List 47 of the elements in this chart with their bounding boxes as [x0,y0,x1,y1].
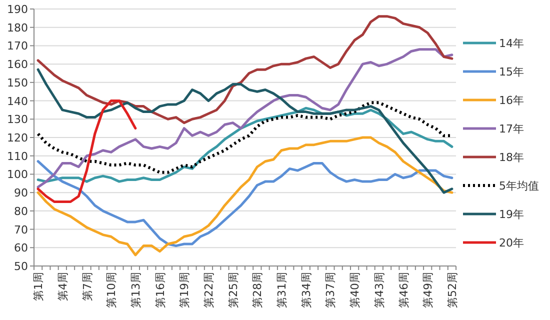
y-tick-label: 130 [7,113,28,126]
y-tick-label: 60 [14,242,28,255]
x-tick-label: 第37周 [324,272,338,308]
x-tick-label: 第10周 [105,272,118,308]
line-series [36,100,137,203]
legend-label: 20年 [499,236,524,250]
y-tick-label: 140 [7,94,28,108]
legend-label: 19年 [499,208,524,221]
y-tick-label: 180 [7,21,28,34]
legend-label: 17年 [499,122,524,136]
x-tick-label: 第16周 [154,272,167,308]
x-tick-label: 第28周 [251,272,264,308]
line-series [36,68,454,194]
x-tick-label: 第7周 [80,272,94,301]
y-tick-label: 170 [7,40,28,53]
line-series [36,136,454,256]
x-tick-label: 第25周 [226,272,240,308]
x-tick-label: 第34周 [300,272,313,308]
x-tick-label: 第52周 [446,272,459,308]
legend-label: 16年 [499,94,524,107]
x-tick-label: 第19周 [178,272,192,308]
x-tick-label: 第40周 [348,272,362,308]
x-tick-label: 第4周 [56,272,70,301]
legend-label: 5年均值 [499,180,539,192]
line-series [36,48,454,188]
line-series [36,160,454,248]
y-tick-label: 70 [14,223,28,236]
y-tick-label: 150 [7,76,28,90]
x-tick-label: 第1周 [32,272,46,301]
x-tick-label: 第46周 [397,272,410,308]
x-tick-label: 第43周 [372,272,386,308]
y-tick-label: 90 [14,186,28,200]
x-tick-label: 第31周 [276,272,289,308]
y-tick-label: 160 [7,58,28,72]
legend-label: 18年 [499,151,524,164]
y-tick-label: 50 [14,260,28,273]
x-tick-label: 第22周 [202,272,216,308]
line-series [36,15,454,124]
y-tick-label: 100 [7,168,28,182]
x-tick-label: 第49周 [422,272,435,308]
y-tick-label: 110 [7,150,28,163]
y-tick-label: 120 [7,132,28,144]
legend-label: 14年 [499,37,524,50]
y-tick-label: 80 [14,204,28,218]
y-tick-label: 190 [7,3,28,16]
legend-label: 15年 [499,66,524,78]
x-tick-label: 第13周 [129,272,142,308]
